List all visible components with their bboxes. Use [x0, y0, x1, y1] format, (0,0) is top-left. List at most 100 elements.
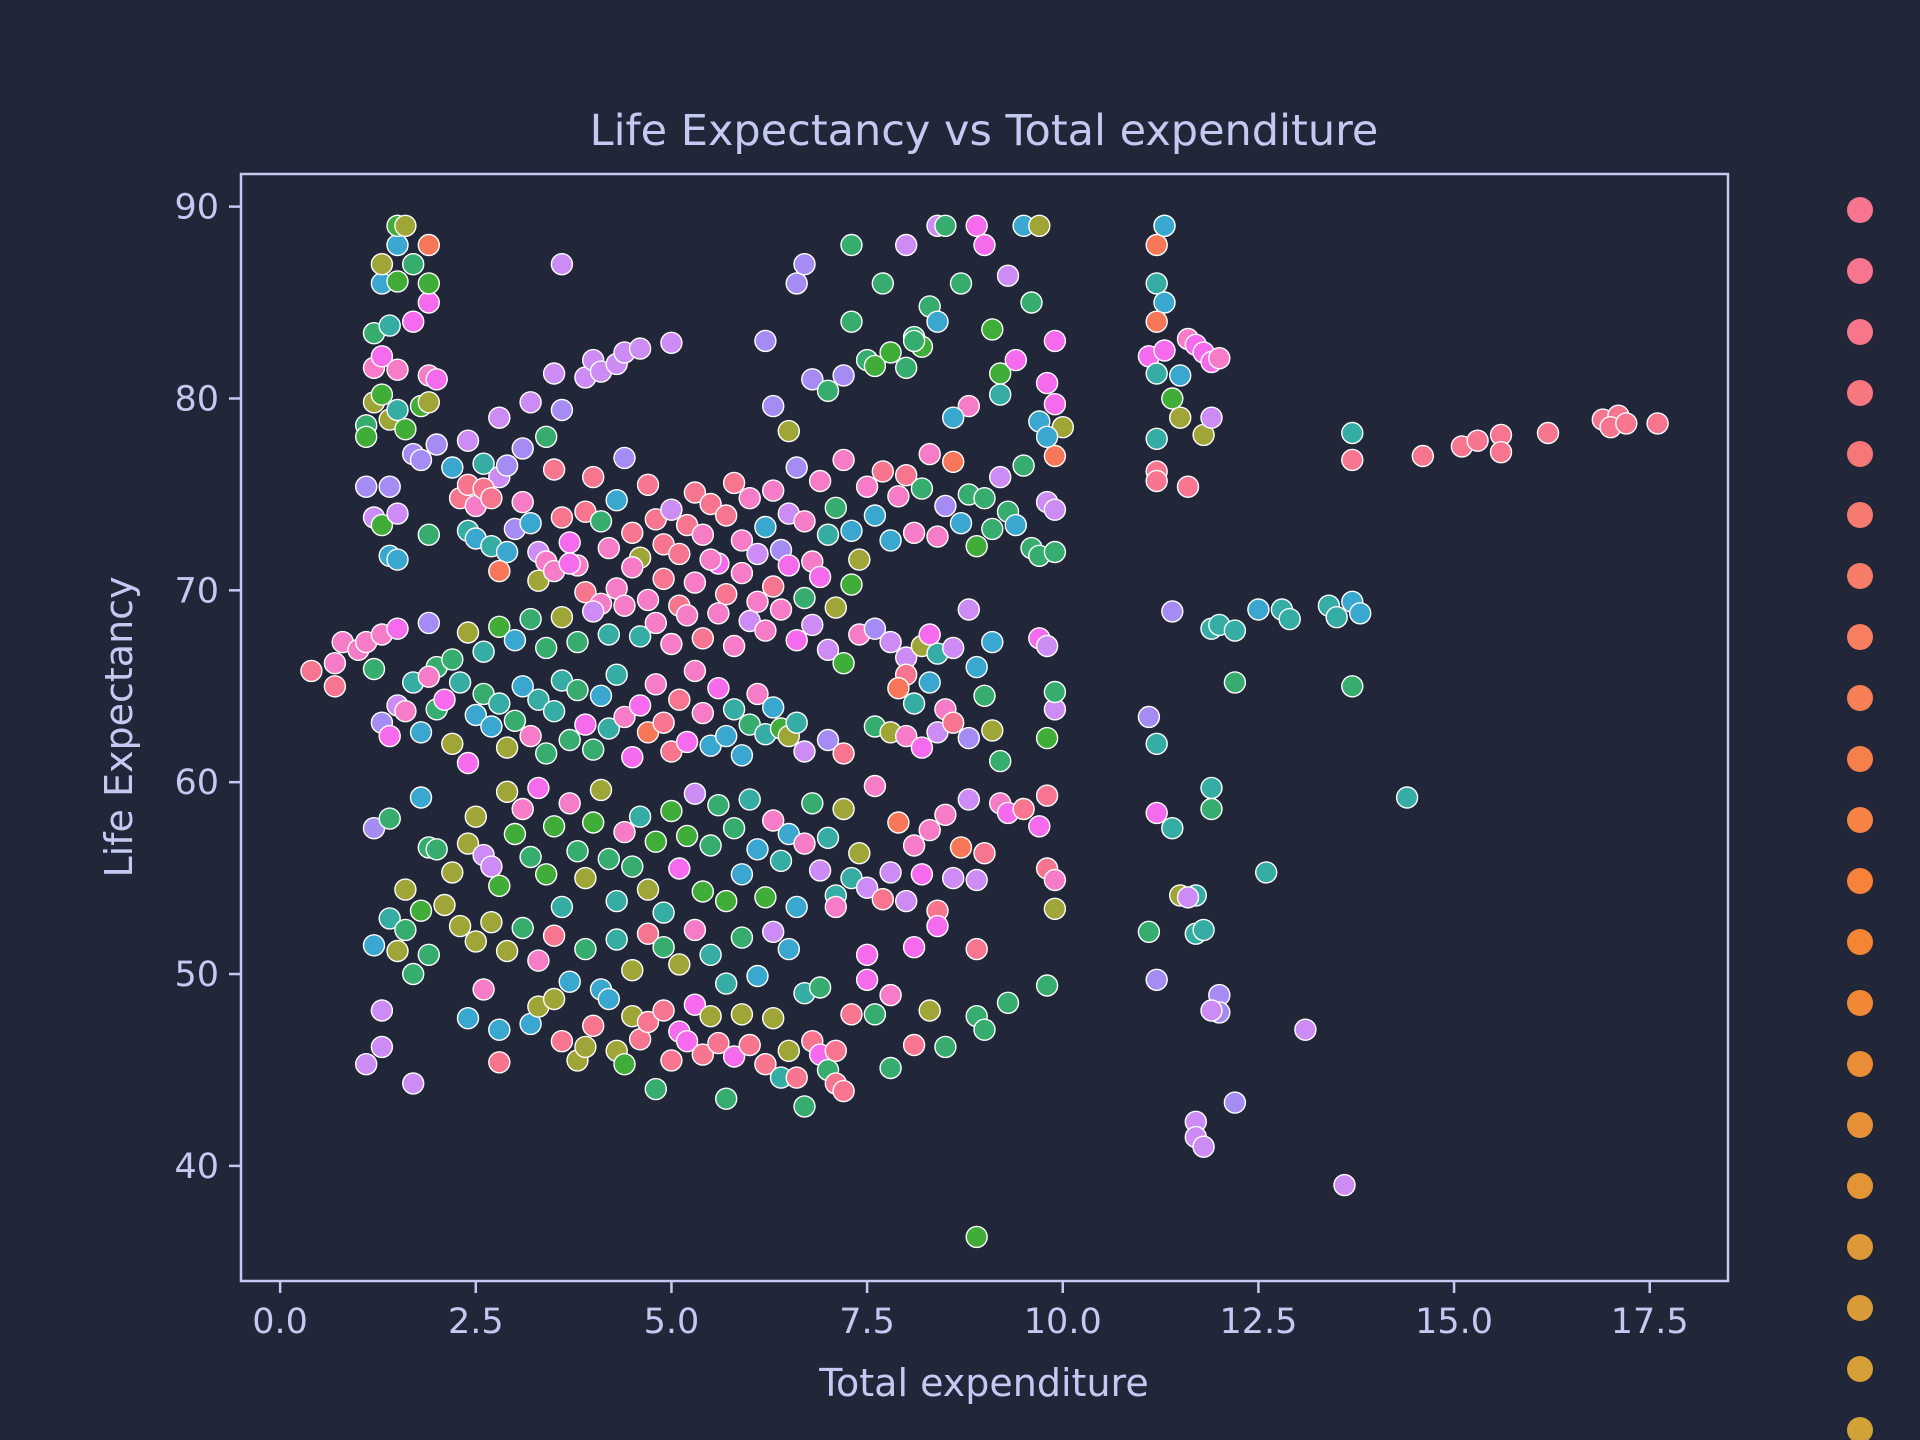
- data-point: [582, 811, 605, 834]
- data-point: [1137, 705, 1161, 729]
- data-point: [746, 838, 769, 861]
- data-point: [425, 433, 448, 456]
- data-point: [386, 548, 409, 571]
- data-point: [1168, 406, 1192, 429]
- data-point: [730, 926, 754, 949]
- data-point: [386, 939, 409, 963]
- data-point: [832, 1079, 855, 1103]
- data-point: [754, 515, 777, 539]
- data-point: [605, 889, 628, 913]
- data-point: [378, 475, 401, 498]
- data-point: [699, 834, 722, 857]
- data-point: [730, 529, 754, 552]
- data-point: [1223, 619, 1247, 642]
- data-point: [1161, 817, 1184, 840]
- data-point: [417, 291, 440, 314]
- data-point: [785, 456, 808, 479]
- data-point: [1247, 598, 1270, 621]
- data-point: [425, 368, 448, 391]
- data-point: [386, 233, 409, 257]
- data-point: [472, 640, 495, 663]
- data-point: [942, 866, 965, 890]
- data-point: [597, 717, 620, 740]
- data-point: [1145, 968, 1168, 991]
- data-point: [1176, 886, 1200, 909]
- data-point: [996, 991, 1020, 1014]
- data-point: [628, 337, 652, 360]
- data-point: [1223, 1091, 1247, 1114]
- data-point: [1145, 427, 1168, 450]
- data-point: [480, 855, 503, 878]
- data-point: [535, 425, 558, 448]
- x-tick-label: 2.5: [448, 1302, 504, 1342]
- data-point: [402, 310, 425, 333]
- data-point: [801, 792, 824, 815]
- x-tick-label: 17.5: [1611, 1302, 1689, 1342]
- data-point: [488, 406, 511, 429]
- data-point: [1145, 469, 1168, 493]
- data-point: [448, 671, 472, 694]
- data-point: [722, 698, 746, 721]
- data-point: [730, 561, 754, 585]
- y-tick-label: 80: [174, 379, 219, 419]
- data-point: [722, 1045, 746, 1068]
- data-point: [942, 450, 965, 473]
- data-point: [840, 233, 863, 257]
- data-point: [660, 498, 683, 521]
- data-point: [715, 504, 738, 527]
- data-point: [1043, 444, 1067, 468]
- data-point: [550, 398, 574, 422]
- data-point: [1489, 441, 1513, 464]
- data-point: [707, 602, 730, 625]
- legend-marker: [1847, 1051, 1873, 1077]
- data-point: [965, 937, 988, 961]
- data-point: [1028, 815, 1051, 838]
- data-point: [754, 1052, 777, 1076]
- data-point: [871, 888, 894, 911]
- legend-marker: [1847, 441, 1873, 467]
- data-point: [949, 272, 973, 295]
- data-point: [668, 953, 691, 976]
- data-point: [417, 233, 440, 257]
- data-point: [949, 836, 973, 859]
- data-point: [675, 824, 699, 848]
- data-point: [793, 740, 816, 763]
- data-point: [769, 598, 793, 621]
- data-point: [1012, 454, 1035, 477]
- data-point: [1615, 412, 1638, 435]
- data-point: [1466, 429, 1489, 452]
- data-point: [715, 1087, 738, 1110]
- data-point: [785, 629, 808, 652]
- data-point: [738, 788, 761, 811]
- data-point: [722, 634, 746, 658]
- data-point: [1200, 999, 1223, 1022]
- data-point: [1043, 680, 1067, 704]
- data-point: [1254, 861, 1278, 884]
- plot-frame: [239, 172, 1730, 1283]
- data-point: [691, 523, 714, 546]
- data-point: [762, 479, 785, 502]
- data-point: [621, 855, 644, 878]
- data-point: [754, 886, 777, 909]
- data-point: [1145, 362, 1168, 385]
- data-point: [636, 1010, 660, 1034]
- data-point: [1043, 498, 1067, 521]
- data-point: [1043, 329, 1067, 353]
- data-point: [691, 701, 714, 725]
- data-point: [1168, 364, 1192, 387]
- data-point: [636, 922, 660, 945]
- x-axis-label: Total expenditure: [818, 1361, 1148, 1405]
- data-point: [793, 1095, 816, 1118]
- data-point: [527, 949, 550, 972]
- data-point: [362, 657, 386, 681]
- data-point: [675, 1029, 699, 1053]
- data-point: [895, 889, 918, 913]
- data-point: [503, 629, 527, 652]
- data-point: [644, 830, 667, 853]
- data-point: [715, 889, 738, 913]
- data-point: [981, 318, 1004, 341]
- data-point: [1208, 347, 1231, 370]
- data-point: [824, 895, 847, 919]
- data-point: [1348, 602, 1372, 625]
